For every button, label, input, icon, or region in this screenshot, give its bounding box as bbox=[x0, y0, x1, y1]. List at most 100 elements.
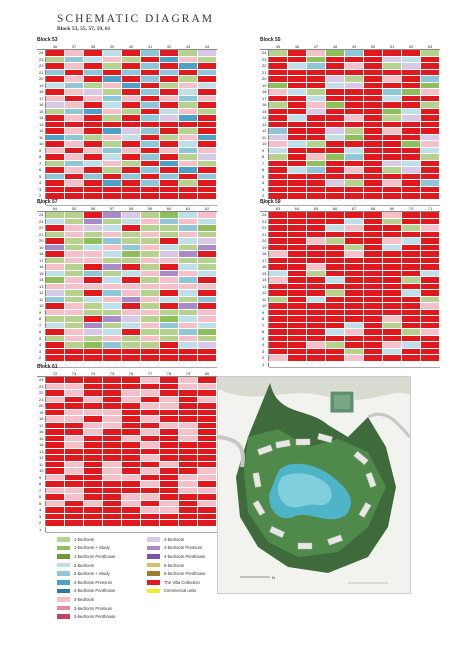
unit-cell bbox=[197, 101, 217, 109]
unit-cell bbox=[420, 88, 440, 96]
unit-cell bbox=[306, 360, 326, 368]
legend-swatch bbox=[57, 605, 70, 611]
floor-row: 17 bbox=[37, 94, 217, 102]
floor-row: 21 bbox=[260, 68, 440, 76]
legend-label: Commercial units bbox=[164, 588, 197, 594]
floor-row: 21 bbox=[37, 230, 217, 238]
block-57: Block 57 54 55 56 57 58 59 60 61 62 24 23 22 21 20 19 1… bbox=[37, 199, 217, 368]
unit-cell bbox=[45, 525, 65, 533]
unit-cell bbox=[420, 114, 440, 122]
legend-column: 1-bedroom 1-bedroom + Study 1-bedroom Pent… bbox=[57, 535, 115, 621]
legend-swatch bbox=[147, 562, 160, 568]
unit-cell bbox=[83, 525, 103, 533]
legend-item: The Villa Collection bbox=[147, 578, 205, 587]
unit-cell bbox=[197, 68, 217, 76]
floor-row: 9 bbox=[37, 308, 217, 316]
floor-row: 10 bbox=[260, 302, 440, 310]
legend-item: 2-bedroom + Study bbox=[57, 569, 115, 578]
floor-row: 18 bbox=[260, 88, 440, 96]
floor-row: 15 bbox=[260, 107, 440, 115]
floor-row: 18 bbox=[37, 88, 217, 96]
floor-row: 10 bbox=[260, 140, 440, 148]
legend-label: 3-bedroom Penthouse bbox=[74, 614, 116, 620]
block-61: Block 61 72 73 74 75 76 77 78 79 80 24 23 22 21 20 19 1… bbox=[37, 364, 217, 533]
unit-cell bbox=[197, 525, 217, 533]
site-plan-image: N bbox=[217, 376, 411, 594]
unit-cell bbox=[159, 525, 179, 533]
floor-row: 14 bbox=[260, 276, 440, 284]
legend-item: 3-bedroom Premium bbox=[57, 604, 115, 613]
legend-swatch bbox=[147, 554, 160, 559]
floor-row: 17 bbox=[260, 256, 440, 264]
floor-row: 6 bbox=[37, 166, 217, 174]
floor-row: 14 bbox=[37, 114, 217, 122]
floor-row: 12 bbox=[37, 127, 217, 135]
legend-item: 3-bedroom bbox=[57, 595, 115, 604]
legend-item: 1-bedroom bbox=[57, 535, 115, 544]
legend-swatch bbox=[147, 537, 160, 542]
legend-swatch bbox=[57, 571, 70, 576]
page-subtitle: Block 53, 55, 57, 59, 61 bbox=[57, 26, 111, 32]
block-59: Block 59 63 64 65 66 67 68 69 70 71 24 23 22 21 20 19 1… bbox=[260, 199, 440, 368]
floor-row: 24 bbox=[37, 376, 217, 384]
floor-row: 6 bbox=[260, 166, 440, 174]
block-55: Block 55 45 46 47 48 49 50 51 52 53 24 23 22 21 20 19 1… bbox=[260, 37, 440, 206]
legend-label: 5-bedroom bbox=[164, 562, 185, 568]
page-title: SCHEMATIC DIAGRAM bbox=[57, 13, 214, 25]
floor-number: 1 bbox=[37, 525, 46, 533]
floor-row: 13 bbox=[37, 447, 217, 455]
legend-swatch bbox=[147, 571, 160, 576]
unit-cell bbox=[363, 360, 383, 368]
legend-swatch bbox=[57, 554, 70, 559]
unit-cell bbox=[401, 360, 421, 368]
unit-cell bbox=[420, 120, 440, 128]
unit-cell bbox=[178, 525, 198, 533]
legend-label: 4-bedroom Penthouse bbox=[164, 553, 206, 559]
unit-cell bbox=[197, 198, 217, 206]
legend-item: 4-bedroom Premium bbox=[147, 544, 205, 553]
floor-row: 22 bbox=[37, 224, 217, 232]
unit-cell bbox=[325, 360, 345, 368]
floor-row: 12 bbox=[37, 454, 217, 462]
unit-cell bbox=[197, 120, 217, 128]
unit-cell bbox=[64, 525, 84, 533]
legend-item: 5-bedroom Penthouse bbox=[147, 569, 205, 578]
unit-cell bbox=[197, 519, 217, 527]
floor-row: 19 bbox=[260, 243, 440, 251]
unit-cell bbox=[382, 360, 402, 368]
floor-row: 4 bbox=[37, 506, 217, 514]
unit-cell bbox=[268, 360, 288, 368]
unit-cell bbox=[121, 525, 141, 533]
block-label: Block 55 bbox=[260, 37, 281, 43]
floor-number: 1 bbox=[260, 360, 269, 368]
floor-row: 1 bbox=[37, 525, 217, 533]
floor-row: 16 bbox=[260, 263, 440, 271]
legend-label: 1-bedroom bbox=[74, 536, 95, 542]
floor-row: 20 bbox=[37, 402, 217, 410]
floor-row: 3 bbox=[260, 347, 440, 355]
floor-row: 7 bbox=[37, 486, 217, 494]
floor-row: 24 bbox=[260, 211, 440, 219]
floor-row: 11 bbox=[260, 133, 440, 141]
legend-label: 1-bedroom + Study bbox=[74, 545, 110, 551]
unit-cell bbox=[197, 75, 217, 83]
floor-row: 22 bbox=[37, 389, 217, 397]
block-label: Block 61 bbox=[37, 364, 58, 370]
legend-swatch bbox=[147, 588, 160, 594]
legend-item: Commercial units bbox=[147, 587, 205, 596]
floor-row: 22 bbox=[260, 62, 440, 70]
unit-cell bbox=[197, 88, 217, 96]
legend-item: 2-bedroom bbox=[57, 561, 115, 570]
floor-row: 15 bbox=[37, 107, 217, 115]
legend-item: 2-bedroom Penthouse bbox=[57, 587, 115, 596]
floor-row: 4 bbox=[260, 179, 440, 187]
block-label: Block 53 bbox=[37, 37, 58, 43]
floor-row: 14 bbox=[37, 276, 217, 284]
floor-row: 10 bbox=[37, 302, 217, 310]
floor-row: 20 bbox=[37, 75, 217, 83]
floor-row: 19 bbox=[260, 81, 440, 89]
floor-row: 2 bbox=[37, 354, 217, 362]
floor-row: 2 bbox=[37, 519, 217, 527]
unit-cell bbox=[197, 360, 217, 368]
unit-cell bbox=[197, 107, 217, 115]
